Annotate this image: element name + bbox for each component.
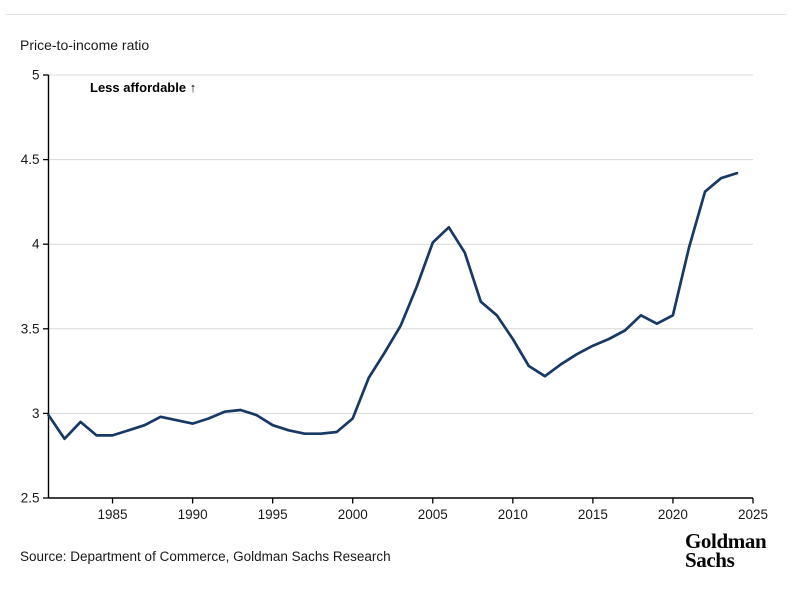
goldman-sachs-logo: Goldman Sachs: [685, 529, 767, 572]
x-tick-label: 1985: [98, 507, 128, 522]
x-tick-label: 2020: [658, 507, 688, 522]
top-divider: [6, 14, 786, 15]
x-tick-label: 2015: [578, 507, 608, 522]
logo-line-2: Sachs: [685, 548, 735, 572]
y-tick-label: 3: [32, 406, 40, 421]
x-tick-label: 2025: [738, 507, 768, 522]
x-tick-label: 1995: [258, 507, 288, 522]
source-attribution: Source: Department of Commerce, Goldman …: [20, 549, 391, 564]
y-tick-label: 3.5: [21, 321, 40, 336]
y-tick-label: 2.5: [21, 491, 40, 506]
less-affordable-annotation: Less affordable ↑: [90, 80, 197, 95]
y-tick-label: 5: [32, 68, 40, 83]
x-tick-label: 1990: [178, 507, 208, 522]
price-to-income-line: [47, 171, 739, 441]
chart-title: Price-to-income ratio: [20, 37, 150, 53]
x-tick-label: 2010: [498, 507, 528, 522]
x-tick-label: 2000: [338, 507, 368, 522]
logo-line-1: Goldman: [685, 529, 767, 553]
y-tick-label: 4.5: [21, 152, 40, 167]
x-tick-label: 2005: [418, 507, 448, 522]
y-tick-label: 4: [32, 237, 40, 252]
